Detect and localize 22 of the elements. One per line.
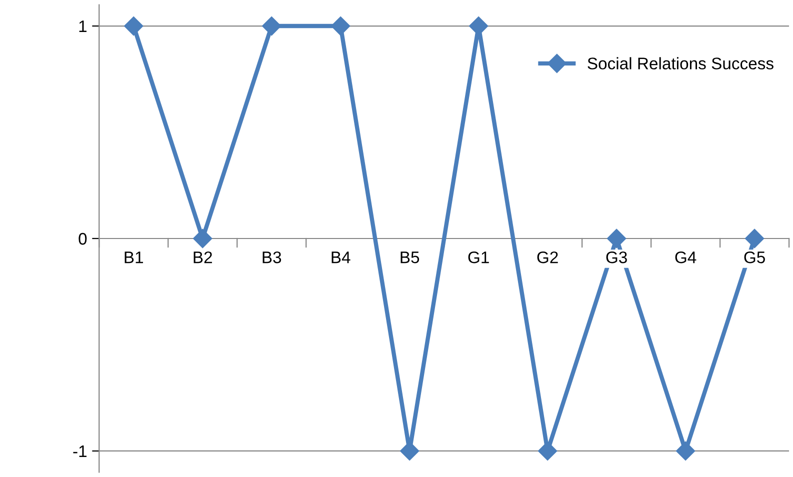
x-tick-label: G3 [606, 251, 627, 264]
x-tick-label: G4 [675, 251, 696, 264]
point [607, 228, 626, 248]
point [124, 16, 144, 36]
point [262, 16, 282, 36]
x-tick-label: B2 [194, 251, 212, 264]
y-tick-label: 0 [78, 232, 87, 245]
x-tick-label: B4 [332, 252, 350, 264]
x-tick-label: G2 [537, 251, 558, 264]
y-tick-label: 1 [79, 20, 87, 32]
x-tick-label: G1 [468, 251, 489, 264]
y-tick-label: -1 [73, 446, 87, 458]
point [538, 441, 558, 461]
point [745, 228, 764, 248]
x-tick-label: B5 [400, 252, 420, 264]
x-tick-label: B3 [262, 251, 282, 264]
point [676, 441, 696, 461]
point [331, 16, 350, 36]
x-tick-label: G5 [744, 251, 765, 264]
x-tick-label: B1 [124, 252, 143, 264]
point [193, 228, 212, 248]
legend-label: Social Relations Success [588, 57, 774, 70]
